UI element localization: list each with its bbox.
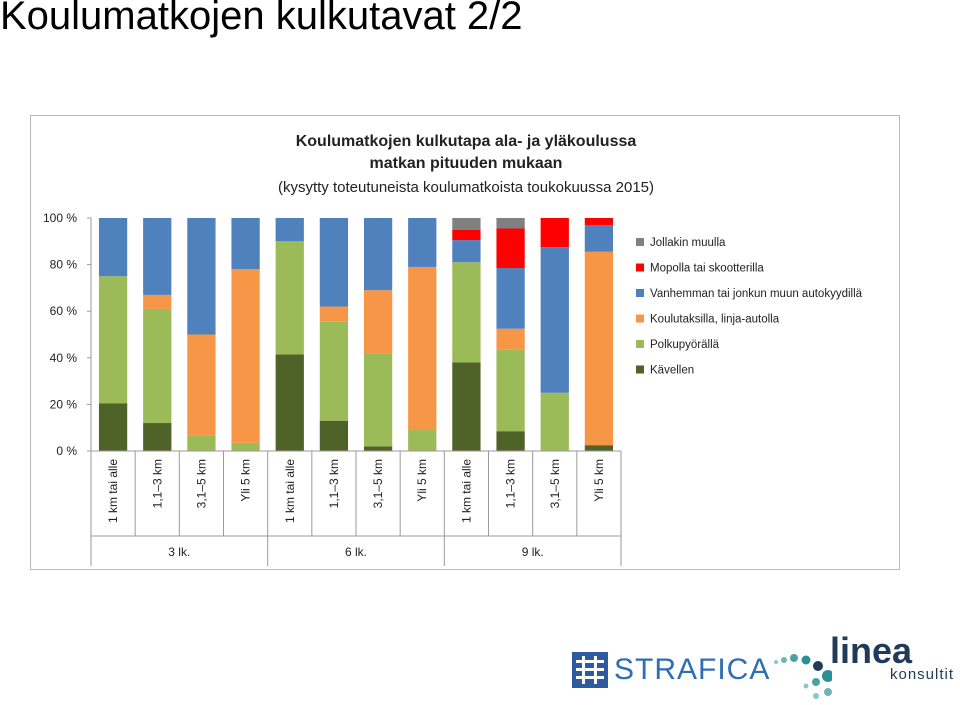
bar-segment xyxy=(496,431,525,451)
bar-segment xyxy=(363,353,393,447)
bar-segment xyxy=(231,269,260,443)
bar-segment xyxy=(452,229,481,241)
bar-segment xyxy=(584,445,614,451)
legend-label: Mopolla tai skootterilla xyxy=(650,263,764,275)
y-tick-label: 20 % xyxy=(50,397,78,411)
legend-swatch xyxy=(636,263,644,272)
bar-segment xyxy=(143,423,172,451)
bar-segment xyxy=(452,240,481,263)
bar-segment xyxy=(143,218,172,295)
bar-segment xyxy=(584,251,614,446)
chart-title-line: matkan pituuden mukaan xyxy=(370,155,563,172)
strafica-logo-text: STRAFICA xyxy=(614,653,771,686)
category-label: 1,1–3 km xyxy=(504,459,518,508)
bar-segment xyxy=(496,349,525,432)
legend-label: Vanhemman tai jonkun muun autokyydillä xyxy=(650,288,863,300)
bar-segment xyxy=(98,276,128,404)
legend-swatch xyxy=(636,340,644,348)
bar-segment xyxy=(363,218,393,291)
linea-konsultit-logo: linea konsultit xyxy=(772,630,960,704)
linea-dots-icon xyxy=(774,654,832,699)
chart-subtitle: (kysytty toteutuneista koulumatkoista to… xyxy=(278,179,654,196)
bar-segment xyxy=(143,294,172,309)
bar-segment xyxy=(496,268,525,329)
bar-segment xyxy=(187,218,216,335)
group-label: 6 lk. xyxy=(345,545,367,559)
strafica-emblem-icon xyxy=(572,652,608,688)
bar-segment xyxy=(584,224,614,252)
category-label: 1,1–3 km xyxy=(150,459,164,508)
y-tick-label: 40 % xyxy=(50,351,78,365)
legend-swatch xyxy=(636,365,644,374)
bar-segment xyxy=(408,430,437,451)
y-tick-label: 0 % xyxy=(56,444,77,458)
linea-logo-subtext: konsultit xyxy=(890,666,955,683)
group-label: 3 lk. xyxy=(168,545,190,559)
strafica-logo: STRAFICA xyxy=(572,650,769,690)
bar-segment xyxy=(319,321,349,421)
bar-segment xyxy=(231,442,260,451)
legend-label: Jollakin muulla xyxy=(650,237,726,249)
bar-segment xyxy=(496,218,525,229)
bar-segment xyxy=(540,247,569,393)
group-label: 9 lk. xyxy=(522,545,544,559)
category-label: 1 km tai alle xyxy=(459,459,473,523)
y-tick-label: 100 % xyxy=(43,211,77,225)
bar-segment xyxy=(496,228,525,269)
legend-label: Polkupyörällä xyxy=(650,339,720,351)
bar-segment xyxy=(363,290,393,354)
bar-segment xyxy=(98,218,128,277)
bar-segment xyxy=(496,328,525,350)
bar-segment xyxy=(584,218,614,225)
bar-segment xyxy=(275,354,304,451)
bar-segment xyxy=(319,420,349,451)
category-label: 1,1–3 km xyxy=(327,459,341,508)
bar-segment xyxy=(452,218,481,230)
category-label: Yli 5 km xyxy=(592,459,606,502)
bar-segment xyxy=(319,218,349,307)
bar-segment xyxy=(319,306,349,322)
bar-segment xyxy=(540,218,569,248)
legend-label: Koulutaksilla, linja-autolla xyxy=(650,314,780,326)
category-label: 1 km tai alle xyxy=(283,459,297,523)
bar-segment xyxy=(275,218,304,242)
stacked-bar-chart: Koulumatkojen kulkutapa ala- ja yläkoulu… xyxy=(43,133,863,566)
bar-segment xyxy=(187,334,216,436)
legend-label: Kävellen xyxy=(650,365,694,377)
bar-segment xyxy=(540,392,569,451)
category-label: 3,1–5 km xyxy=(194,459,208,508)
bar-segment xyxy=(143,308,172,424)
bar-segment xyxy=(187,435,216,451)
chart-title-line: Koulumatkojen kulkutapa ala- ja yläkoulu… xyxy=(296,133,637,150)
chart-frame: Koulumatkojen kulkutapa ala- ja yläkoulu… xyxy=(30,115,900,570)
category-label: 1 km tai alle xyxy=(106,459,120,523)
y-tick-label: 80 % xyxy=(50,258,78,272)
bar-segment xyxy=(452,362,481,451)
category-label: Yli 5 km xyxy=(415,459,429,502)
bar-segment xyxy=(452,262,481,363)
bar-segment xyxy=(363,446,393,451)
category-label: 3,1–5 km xyxy=(371,459,385,508)
linea-logo-text: linea xyxy=(830,630,913,671)
legend-swatch xyxy=(636,238,644,246)
bar-segment xyxy=(98,403,128,451)
legend-swatch xyxy=(636,314,644,323)
bar-segment xyxy=(408,266,437,431)
bar-segment xyxy=(275,241,304,355)
legend-swatch xyxy=(636,289,644,297)
category-label: Yli 5 km xyxy=(239,459,253,502)
y-tick-label: 60 % xyxy=(50,304,78,318)
bar-segment xyxy=(231,218,260,270)
category-label: 3,1–5 km xyxy=(548,459,562,508)
slide-title: Koulumatkojen kulkutavat 2/2 xyxy=(0,0,523,38)
bar-segment xyxy=(408,218,437,267)
